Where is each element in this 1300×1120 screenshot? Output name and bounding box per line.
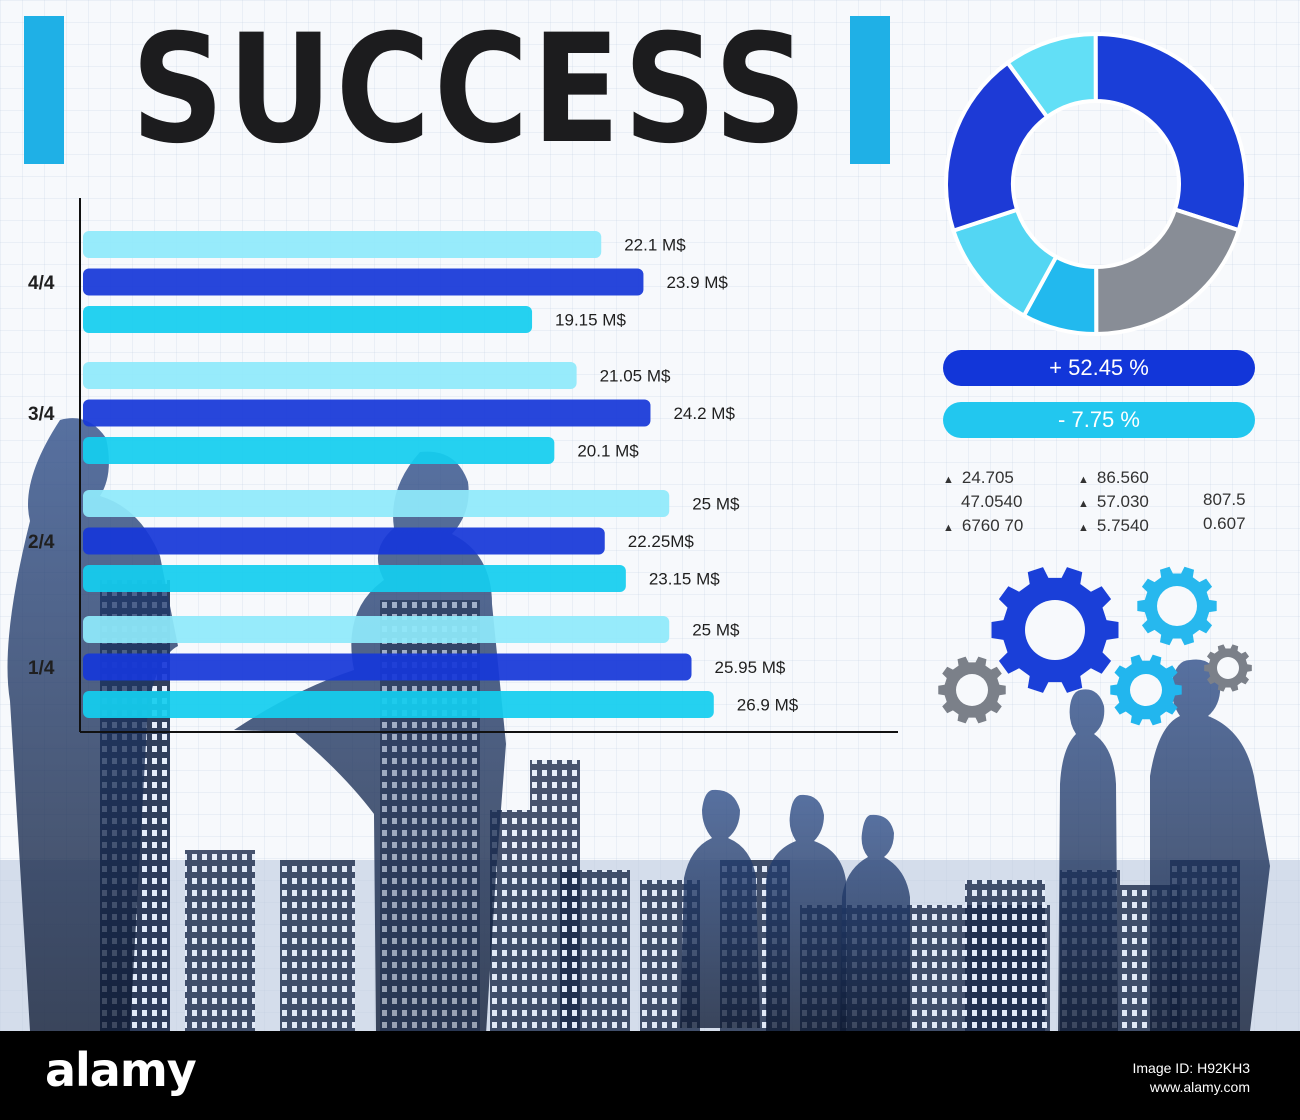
gear-icon [991, 567, 1119, 693]
donut-slice [944, 60, 1050, 234]
ticker-item: ▲ 6760 70 [943, 516, 1024, 535]
bar [83, 490, 670, 517]
category-label: 3/4 [28, 404, 55, 425]
business-skyline-illustration [0, 418, 1300, 1031]
bar [83, 231, 602, 258]
gear-icon [1137, 566, 1217, 646]
skyline-building [965, 880, 1045, 1031]
footer-bar: alamy Image ID: H92KH3 www.alamy.com [0, 1031, 1300, 1120]
skyline-building [280, 860, 355, 1031]
gear-icon [938, 656, 1006, 724]
title-accent-left [24, 16, 64, 164]
bar-value-label: 23.15 M$ [649, 570, 720, 589]
bar-value-label: 22.1 M$ [624, 236, 686, 255]
bar [83, 362, 577, 389]
bar-value-label: 20.1 M$ [577, 442, 639, 461]
gear-icon [1110, 654, 1182, 726]
bar-value-label: 25 M$ [692, 621, 740, 640]
footer-info: Image ID: H92KH3 www.alamy.com [1133, 1059, 1251, 1097]
bar [83, 437, 555, 464]
business-person-silhouette [680, 789, 760, 1028]
business-person-silhouette [766, 794, 846, 1031]
ticker-item: ▲ 86.560 [1078, 468, 1149, 487]
percent-up-badge: + 52.45 % [943, 350, 1255, 386]
bar [83, 691, 714, 718]
business-person-silhouette [1150, 659, 1270, 1031]
gear-cluster [938, 566, 1252, 726]
category-label: 1/4 [28, 658, 55, 679]
bar-chart: 22.1 M$ 23.9 M$ 19.15 M$ 4/4 21.05 M$24.2 M$… [28, 198, 898, 733]
bar [83, 616, 670, 643]
bar-value-label: 25.95 M$ [715, 658, 786, 677]
bar-value-label: 22.25M$ [628, 532, 695, 551]
donut-slice [1094, 206, 1242, 337]
bar [83, 653, 692, 681]
page-title: SUCCESS [131, 3, 811, 177]
ticker-item: ▲ 57.030 [1078, 492, 1149, 511]
donut-slice [1093, 31, 1248, 233]
image-id: Image ID: H92KH3 [1132, 1060, 1251, 1076]
title-accent-right [850, 16, 890, 164]
bar-value-label: 26.9 M$ [737, 696, 799, 715]
business-person-silhouette [1058, 689, 1118, 1031]
bar [83, 527, 605, 555]
bar-value-label: 19.15 M$ [555, 311, 626, 330]
bar-value-label: 23.9 M$ [666, 273, 728, 292]
gear-icon [1204, 644, 1252, 692]
site-url: www.alamy.com [1149, 1079, 1250, 1095]
bar [83, 306, 533, 333]
business-person-silhouette [840, 814, 910, 1031]
ticker-item: 807.5 [1203, 490, 1246, 509]
percent-down-badge: - 7.75 % [943, 402, 1255, 438]
category-label: 4/4 [28, 273, 55, 294]
skyline-building [530, 760, 580, 1031]
donut-chart [944, 31, 1248, 337]
bar-value-label: 25 M$ [692, 495, 740, 514]
ticker-item: 0.607 [1203, 514, 1246, 533]
ticker-item: 47.0540 [961, 492, 1023, 511]
skyline-building [185, 850, 255, 1031]
bar-value-label: 21.05 M$ [600, 367, 671, 386]
category-label: 2/4 [28, 532, 55, 553]
bar [83, 565, 626, 592]
brand-logo: alamy [45, 1043, 197, 1097]
ticker-item: ▲ 24.705 [943, 468, 1014, 487]
bar-value-label: 24.2 M$ [673, 404, 735, 423]
ticker-item: ▲ 5.7540 [1078, 516, 1149, 535]
bar [83, 399, 651, 427]
bar [83, 268, 644, 296]
